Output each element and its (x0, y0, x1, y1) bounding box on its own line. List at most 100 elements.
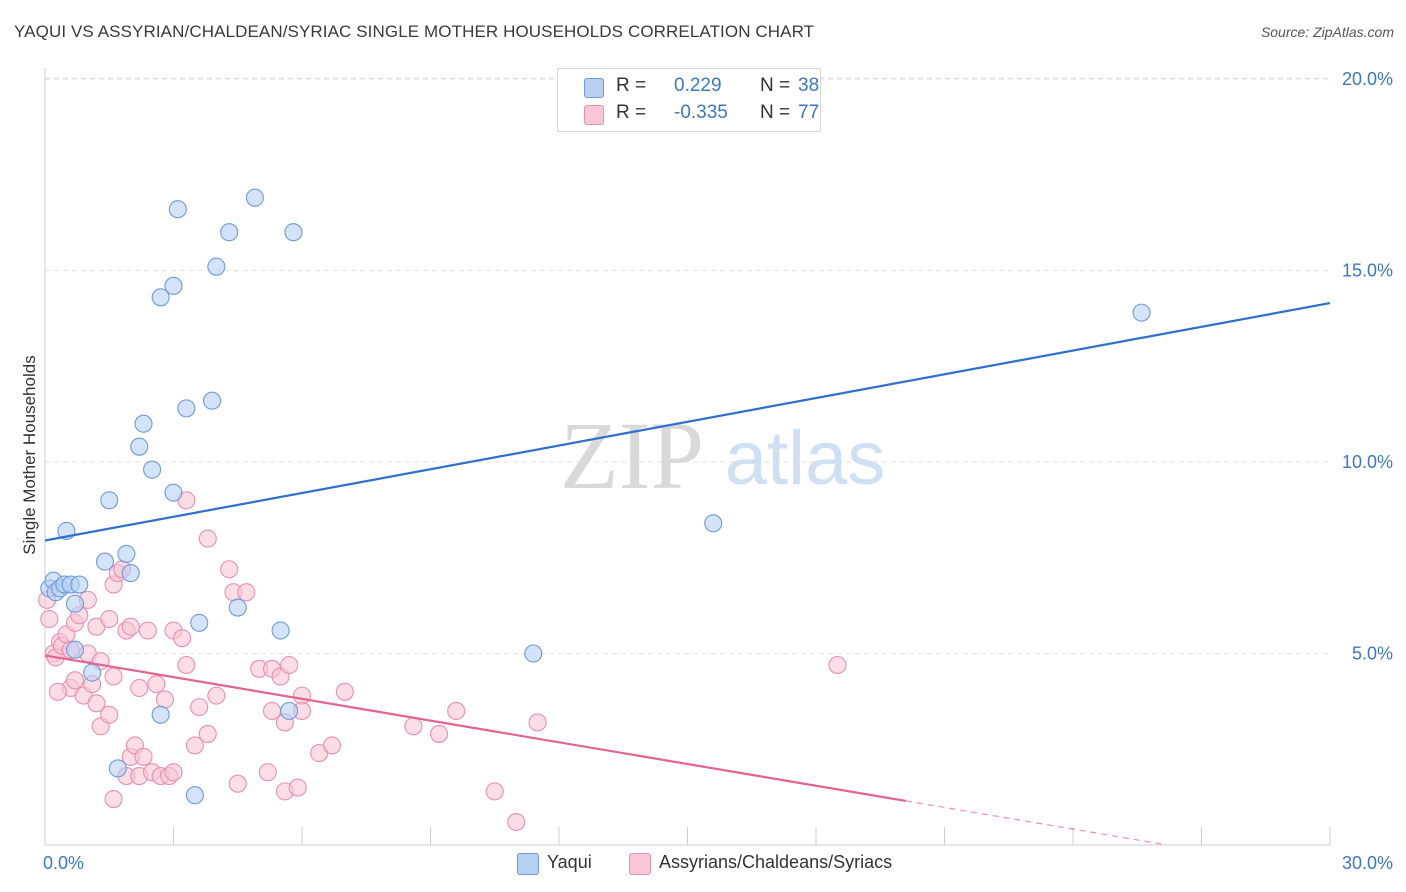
y-tick-label: 10.0% (1342, 452, 1393, 472)
point-yaqui (704, 514, 723, 533)
point-assyrians (322, 736, 342, 755)
point-assyrians (104, 667, 123, 686)
point-yaqui (65, 594, 85, 613)
point-yaqui (151, 705, 170, 724)
point-assyrians (430, 724, 449, 743)
point-yaqui (245, 188, 264, 207)
axes (44, 68, 1331, 846)
point-assyrians (190, 698, 209, 717)
chart-title: YAQUI VS ASSYRIAN/CHALDEAN/SYRIAC SINGLE… (14, 22, 815, 41)
watermark: ZIP atlas (560, 402, 885, 509)
y-tick-label: 5.0% (1352, 644, 1393, 664)
point-assyrians (121, 617, 140, 636)
point-assyrians (292, 686, 312, 705)
watermark-atlas: atlas (725, 416, 886, 501)
point-assyrians (207, 686, 226, 705)
legend-r-value: -0.335 (674, 102, 728, 123)
y-tick-label: 20.0% (1342, 69, 1393, 89)
point-assyrians (258, 763, 277, 782)
point-assyrians (507, 812, 526, 832)
legend-n-value: 77 (798, 102, 820, 123)
series-legend: Yaqui Assyrians/Chaldeans/Syriacs (0, 851, 1406, 877)
point-assyrians (228, 774, 247, 793)
point-yaqui (134, 414, 153, 433)
point-yaqui (130, 437, 149, 456)
point-yaqui (70, 575, 89, 594)
point-yaqui (280, 701, 299, 721)
point-assyrians (138, 621, 157, 640)
tick-labels: 5.0% 10.0% 15.0% 20.0% 0.0% 30.0% (43, 69, 1393, 873)
legend-n-label: N = (760, 102, 791, 123)
point-assyrians (237, 583, 256, 602)
point-assyrians (100, 609, 119, 629)
point-assyrians (198, 724, 217, 743)
point-assyrians (185, 736, 204, 755)
point-yaqui (220, 223, 239, 242)
point-yaqui (143, 460, 162, 479)
legend-n-value: 38 (798, 75, 820, 96)
point-assyrians (485, 782, 504, 801)
point-assyrians (87, 694, 106, 713)
point-assyrians (134, 747, 153, 766)
legend-label-assyrians: Assyrians/Chaldeans/Syriacs (659, 852, 893, 872)
point-assyrians (177, 655, 196, 675)
point-yaqui (190, 613, 209, 632)
legend-swatch-yaqui (584, 78, 604, 98)
y-axis-label: Single Mother Households (20, 355, 39, 554)
point-yaqui (177, 399, 196, 418)
point-assyrians (40, 609, 59, 629)
point-yaqui (108, 759, 127, 778)
point-assyrians (48, 682, 67, 701)
legend-r-value: 0.229 (674, 75, 722, 96)
point-assyrians (280, 655, 299, 675)
point-yaqui (185, 786, 204, 805)
series-assyrians-points (38, 491, 847, 832)
point-assyrians (404, 717, 423, 736)
x-tick-label: 0.0% (43, 853, 84, 873)
point-yaqui (207, 257, 226, 276)
legend-label-yaqui: Yaqui (547, 852, 592, 872)
point-yaqui (164, 276, 183, 295)
x-tick-label: 30.0% (1342, 853, 1393, 873)
point-assyrians (104, 789, 123, 809)
point-assyrians (288, 778, 307, 797)
point-assyrians (173, 629, 192, 648)
legend-n-label: N = (760, 75, 791, 96)
point-yaqui (524, 644, 543, 663)
point-yaqui (164, 483, 183, 502)
trend-line-assyrians (44, 654, 907, 803)
point-assyrians (65, 671, 85, 690)
y-tick-label: 15.0% (1342, 261, 1393, 281)
point-yaqui (228, 598, 247, 617)
trend-line-yaqui (44, 301, 1331, 542)
legend-swatch-assyrians (584, 105, 604, 125)
point-yaqui (203, 391, 222, 410)
point-assyrians (335, 682, 354, 701)
y-axis-label-group: Single Mother Households (20, 355, 39, 554)
point-yaqui (100, 491, 119, 510)
point-yaqui (83, 663, 102, 682)
point-assyrians (198, 529, 217, 548)
point-yaqui (284, 223, 303, 242)
legend-r-label: R = (616, 75, 647, 96)
watermark-zip: ZIP (560, 402, 704, 509)
point-yaqui (117, 544, 136, 563)
point-assyrians (447, 701, 466, 721)
trend-lines (44, 301, 1331, 845)
point-assyrians (147, 675, 166, 694)
series-yaqui-points (40, 188, 1151, 805)
point-yaqui (168, 200, 187, 219)
point-yaqui (121, 564, 140, 583)
legend-swatch-yaqui (517, 853, 539, 875)
source-label: Source: ZipAtlas.com (1260, 24, 1394, 40)
point-assyrians (100, 705, 119, 724)
point-assyrians (528, 713, 547, 732)
point-assyrians (828, 655, 847, 675)
point-yaqui (271, 621, 290, 640)
point-assyrians (155, 690, 174, 709)
point-yaqui (95, 552, 115, 571)
legend-r-label: R = (616, 102, 647, 123)
point-assyrians (220, 560, 239, 579)
correlation-legend: R = 0.229 N = 38 R = -0.335 N = 77 (557, 68, 821, 132)
